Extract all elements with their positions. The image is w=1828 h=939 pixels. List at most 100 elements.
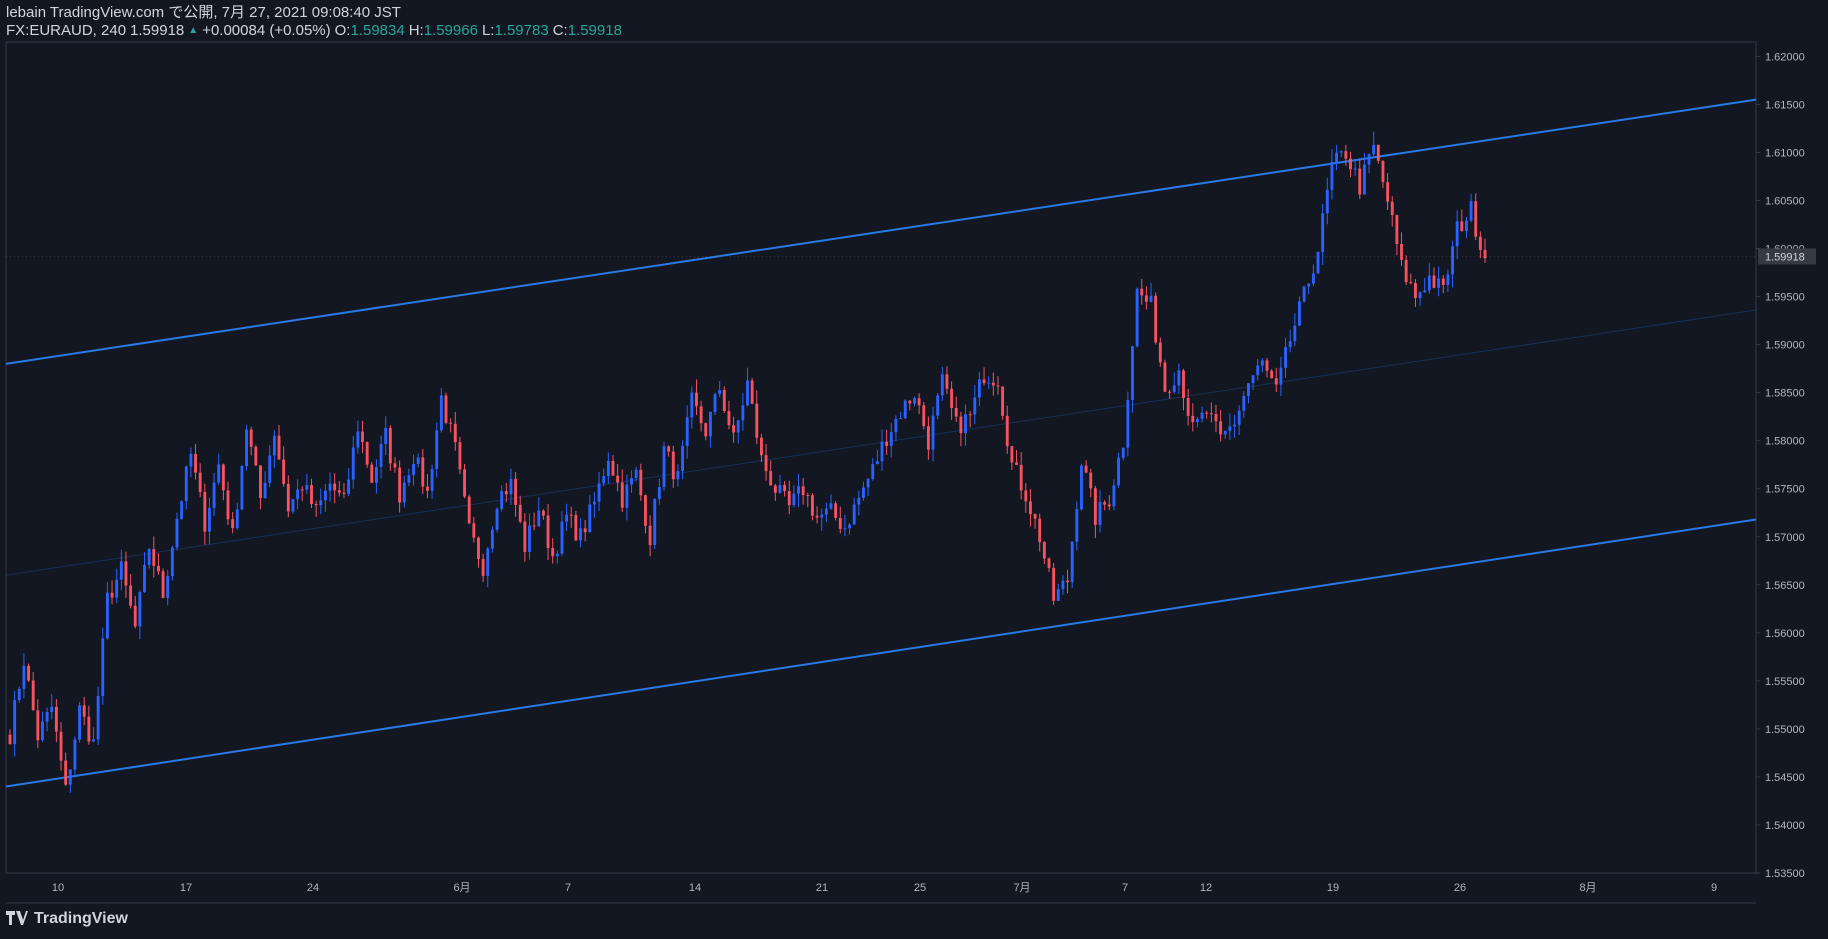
candle-body — [449, 422, 453, 424]
candle — [1390, 196, 1394, 227]
candle-body — [342, 492, 346, 494]
candle-body — [1033, 514, 1037, 519]
candle-body — [1362, 164, 1366, 195]
candle-body — [1451, 246, 1454, 275]
candle-body — [143, 564, 146, 593]
candle-body — [959, 416, 963, 434]
candle-body — [1404, 259, 1408, 283]
candle-body — [1219, 421, 1223, 435]
candle — [736, 420, 740, 444]
candle — [620, 469, 624, 512]
candle-body — [1168, 391, 1172, 393]
candle — [931, 406, 935, 462]
candle — [987, 376, 991, 390]
candle-body — [797, 486, 800, 494]
candle — [328, 472, 332, 502]
candle — [1316, 251, 1320, 275]
time-axis[interactable]: 10 17 24 6月 7 14 21 25 7月 7 12 19 26 8月 9 — [52, 882, 1717, 894]
candle-body — [1047, 558, 1051, 568]
candle-body — [453, 423, 457, 443]
candle-body — [616, 475, 620, 483]
candle — [843, 514, 847, 537]
candle-body — [834, 503, 838, 518]
candle-body — [648, 525, 652, 545]
price-tick-label: 1.59500 — [1765, 292, 1805, 304]
candle-body — [1349, 158, 1352, 170]
candle-body — [968, 414, 972, 416]
candle-body — [495, 508, 499, 530]
candle-body — [662, 446, 666, 487]
candle-body — [871, 464, 875, 479]
symbol-label[interactable]: FX:EURAUD, 240 — [6, 22, 127, 39]
candle-body — [769, 471, 773, 486]
candle — [954, 396, 958, 423]
candle-body — [300, 489, 304, 491]
candle-body — [685, 417, 689, 446]
candle-body — [1070, 541, 1074, 583]
candle-body — [1437, 278, 1441, 288]
candle-body — [1200, 412, 1204, 419]
candle — [657, 478, 661, 505]
candle — [551, 538, 555, 564]
candle — [361, 420, 364, 454]
candle-body — [732, 425, 736, 433]
candle-body — [156, 565, 160, 572]
candle — [1274, 367, 1278, 393]
candle — [806, 492, 810, 508]
close-label: C: — [552, 22, 568, 39]
candle-body — [1293, 325, 1297, 342]
candle-body — [620, 482, 624, 508]
candle-body — [351, 447, 355, 480]
candle — [1005, 405, 1009, 454]
candle-body — [1256, 365, 1260, 376]
chart-frame — [5, 41, 1757, 904]
candle-body — [444, 395, 448, 423]
candle — [1432, 267, 1436, 289]
candle — [347, 468, 351, 497]
candle — [1288, 329, 1292, 353]
candle — [1413, 279, 1417, 307]
channel-lower-line — [5, 518, 1757, 788]
candle — [453, 412, 457, 451]
candle-body — [750, 380, 754, 404]
candle — [8, 729, 12, 745]
candle — [323, 483, 327, 512]
candle — [1080, 463, 1083, 511]
candle-body — [977, 379, 981, 398]
candle — [467, 494, 471, 525]
candle-body — [532, 525, 536, 527]
candle — [588, 495, 592, 533]
candle — [1154, 292, 1158, 345]
candle — [500, 485, 504, 512]
candle-body — [625, 484, 629, 508]
candle — [221, 463, 225, 501]
candle — [1135, 287, 1139, 348]
candle — [1400, 232, 1403, 266]
candle-body — [282, 459, 286, 484]
candle — [681, 440, 685, 480]
time-tick-label: 10 — [52, 882, 64, 894]
candle-body — [1093, 488, 1097, 525]
candle-body — [1298, 301, 1301, 326]
branding[interactable]: TradingView — [6, 910, 128, 928]
candle-body — [1474, 201, 1478, 237]
candle-body — [1335, 152, 1339, 162]
candle — [1395, 214, 1399, 256]
candle — [862, 481, 865, 501]
candle — [815, 506, 819, 524]
candle — [695, 379, 698, 415]
candle — [1446, 269, 1450, 292]
candle — [477, 536, 480, 568]
candle-body — [1344, 151, 1348, 159]
candle-body — [1307, 283, 1311, 287]
candle — [889, 422, 893, 458]
price-axis[interactable]: 1.620001.615001.610001.605001.600001.595… — [1756, 51, 1816, 880]
candle — [156, 552, 160, 575]
candle — [1029, 488, 1032, 527]
candle — [574, 510, 578, 541]
candle-body — [889, 432, 893, 446]
price-tick-label: 1.53500 — [1765, 868, 1805, 880]
candle-body — [755, 403, 759, 438]
candle — [792, 485, 796, 508]
